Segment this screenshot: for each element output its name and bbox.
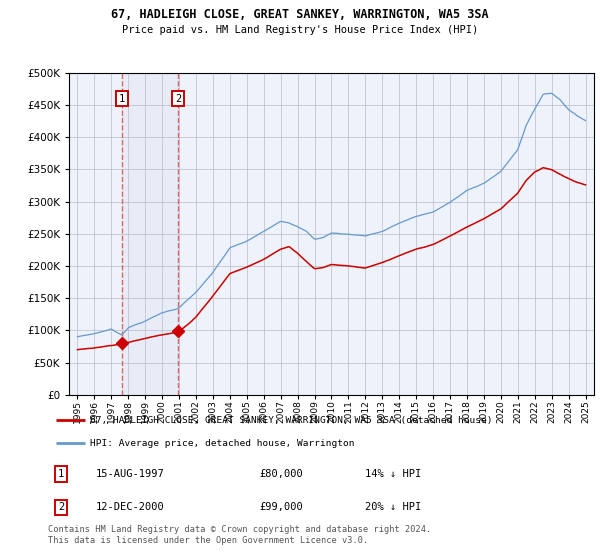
Text: 67, HADLEIGH CLOSE, GREAT SANKEY, WARRINGTON, WA5 3SA (detached house): 67, HADLEIGH CLOSE, GREAT SANKEY, WARRIN…: [90, 416, 493, 425]
Text: 2: 2: [58, 502, 64, 512]
Text: 1: 1: [119, 94, 125, 104]
Text: 12-DEC-2000: 12-DEC-2000: [95, 502, 164, 512]
Text: 67, HADLEIGH CLOSE, GREAT SANKEY, WARRINGTON, WA5 3SA: 67, HADLEIGH CLOSE, GREAT SANKEY, WARRIN…: [111, 8, 489, 21]
Text: £80,000: £80,000: [259, 469, 303, 479]
Text: Contains HM Land Registry data © Crown copyright and database right 2024.
This d: Contains HM Land Registry data © Crown c…: [48, 525, 431, 545]
Text: HPI: Average price, detached house, Warrington: HPI: Average price, detached house, Warr…: [90, 438, 355, 447]
Text: Price paid vs. HM Land Registry's House Price Index (HPI): Price paid vs. HM Land Registry's House …: [122, 25, 478, 35]
Text: £99,000: £99,000: [259, 502, 303, 512]
Text: 2: 2: [175, 94, 181, 104]
Text: 14% ↓ HPI: 14% ↓ HPI: [365, 469, 421, 479]
Text: 20% ↓ HPI: 20% ↓ HPI: [365, 502, 421, 512]
Text: 15-AUG-1997: 15-AUG-1997: [95, 469, 164, 479]
Bar: [122, 73, 178, 395]
Text: 1: 1: [58, 469, 64, 479]
